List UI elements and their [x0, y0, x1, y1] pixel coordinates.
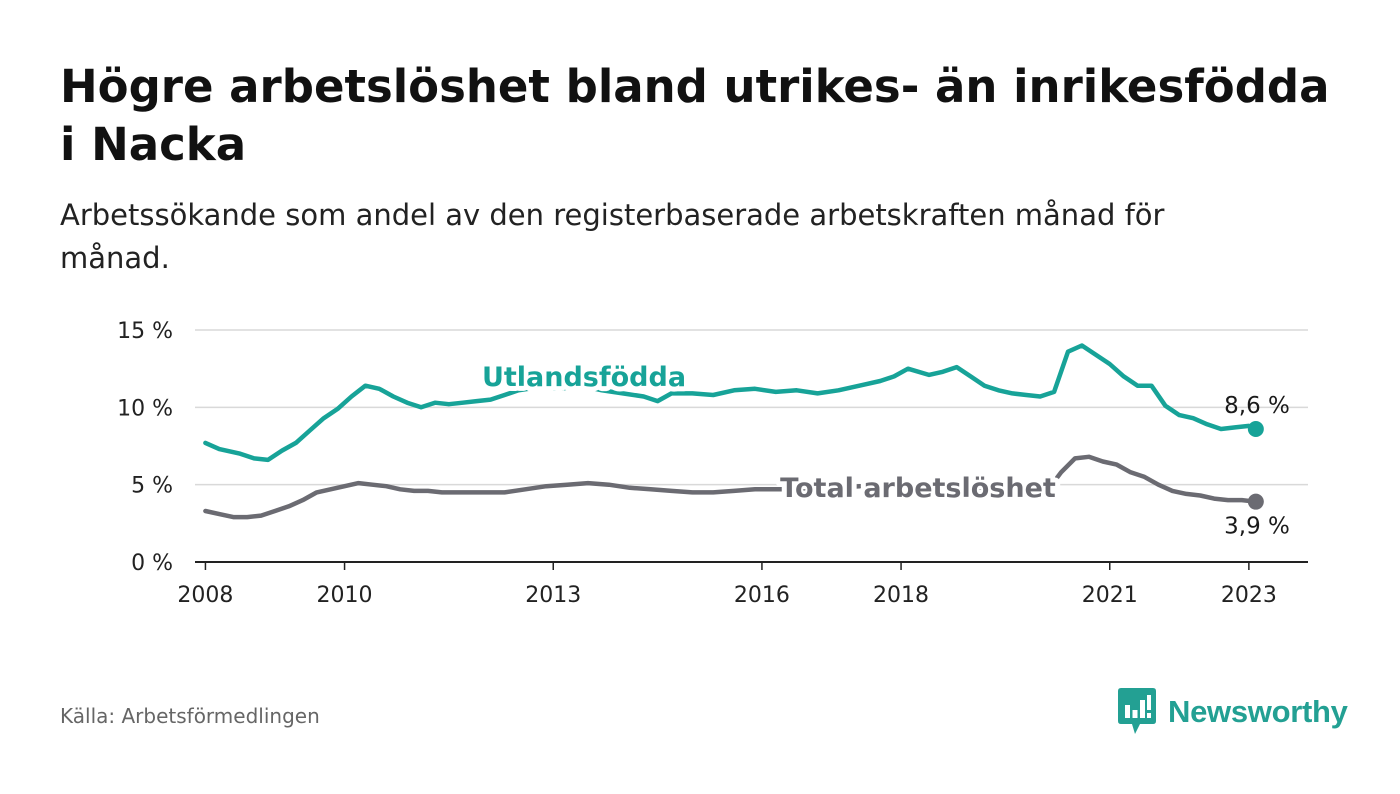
x-tick-label: 2021	[1082, 583, 1138, 608]
x-tick-label: 2018	[873, 583, 929, 608]
y-tick-label: 0 %	[131, 551, 173, 576]
series-lines	[203, 343, 1264, 520]
newsworthy-logo-icon	[1118, 688, 1156, 734]
source-note: Källa: Arbetsförmedlingen	[60, 704, 320, 728]
series-label-utlandsfodda: Utlandsfödda	[482, 362, 686, 393]
brand-name: Newsworthy	[1168, 694, 1348, 729]
newsworthy-brand[interactable]: Newsworthy	[1118, 688, 1348, 736]
y-axis-ticks: 0 % 5 % 10 % 15 %	[117, 319, 173, 576]
series-label-total: Total arbetslöshet	[780, 473, 1056, 504]
series-labels: Utlandsfödda Total arbetslöshet 8,6 % 3,9 %	[477, 357, 1290, 540]
y-tick-label: 5 %	[131, 474, 173, 499]
chart-subtitle: Arbetssökande som andel av den registerb…	[60, 198, 1165, 275]
y-tick-label: 15 %	[117, 319, 173, 344]
end-marker-total	[1247, 493, 1264, 510]
x-tick-label: 2016	[734, 583, 790, 608]
chart-title: Högre arbetslöshet bland utrikes- än inr…	[60, 60, 1330, 171]
x-tick-label: 2008	[177, 583, 233, 608]
x-axis-ticks: 2008 2010 2013 2016 2018 2021 2023	[177, 562, 1277, 608]
x-tick-label: 2023	[1221, 583, 1277, 608]
line-chart: 0 %5 %10 %15 % 2008 2010 2013 2016 2018 2021 2…	[117, 319, 1308, 608]
end-label-utlandsfodda: 8,6 %	[1224, 393, 1290, 419]
series-line-total	[203, 454, 1259, 520]
y-tick-label: 10 %	[117, 396, 173, 421]
x-tick-label: 2013	[525, 583, 581, 608]
gridlines	[195, 329, 1308, 563]
series-line-utlandsfodda	[203, 343, 1259, 463]
x-tick-label: 2010	[317, 583, 373, 608]
end-marker-utlandsfodda	[1247, 420, 1264, 437]
end-label-total: 3,9 %	[1224, 514, 1290, 540]
